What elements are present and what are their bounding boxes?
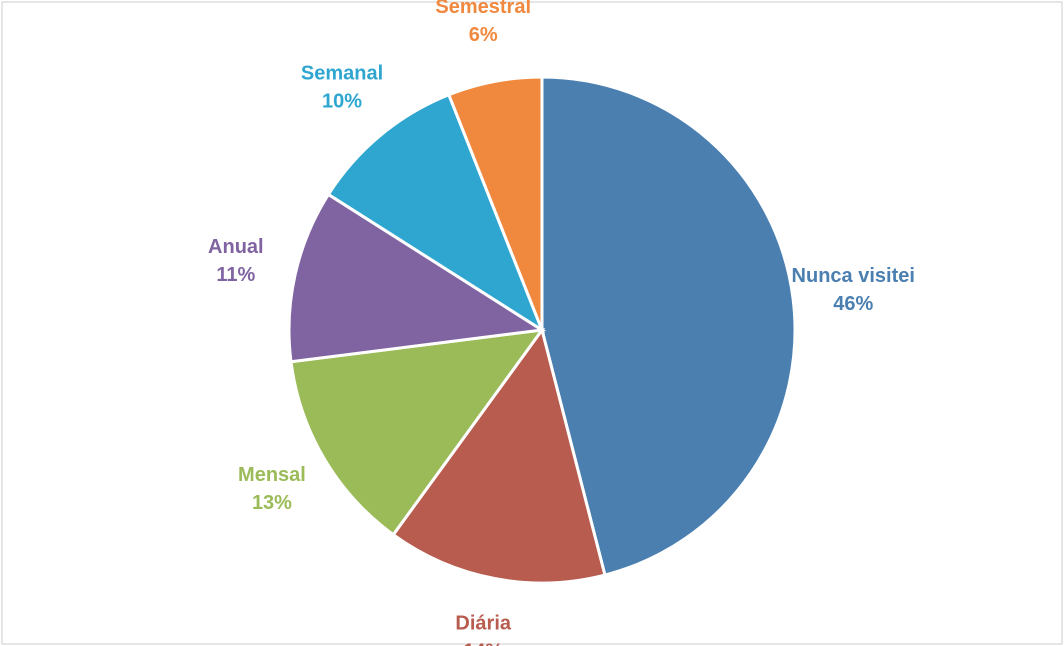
slice-label: Diária	[455, 612, 511, 634]
pie-slice	[391, 326, 607, 585]
slice-value-label: 14%	[463, 640, 503, 646]
slice-value-label: 10%	[322, 91, 362, 113]
slice-value-label: 13%	[252, 492, 292, 514]
pie-slice	[540, 75, 797, 577]
pie-slice	[287, 192, 547, 364]
pie-slice	[326, 92, 546, 334]
slice-label: Mensal	[238, 464, 306, 486]
slice-label: Semestral	[435, 0, 531, 18]
slice-value-label: 46%	[833, 293, 873, 315]
slice-value-label: 11%	[216, 264, 255, 286]
slice-label: Semanal	[301, 63, 383, 85]
pie-slice	[289, 328, 546, 537]
slice-label: Anual	[208, 236, 264, 258]
slice-value-label: 6%	[469, 24, 498, 46]
slice-label: Nunca visitei	[792, 265, 915, 287]
pie-slice	[446, 75, 544, 331]
